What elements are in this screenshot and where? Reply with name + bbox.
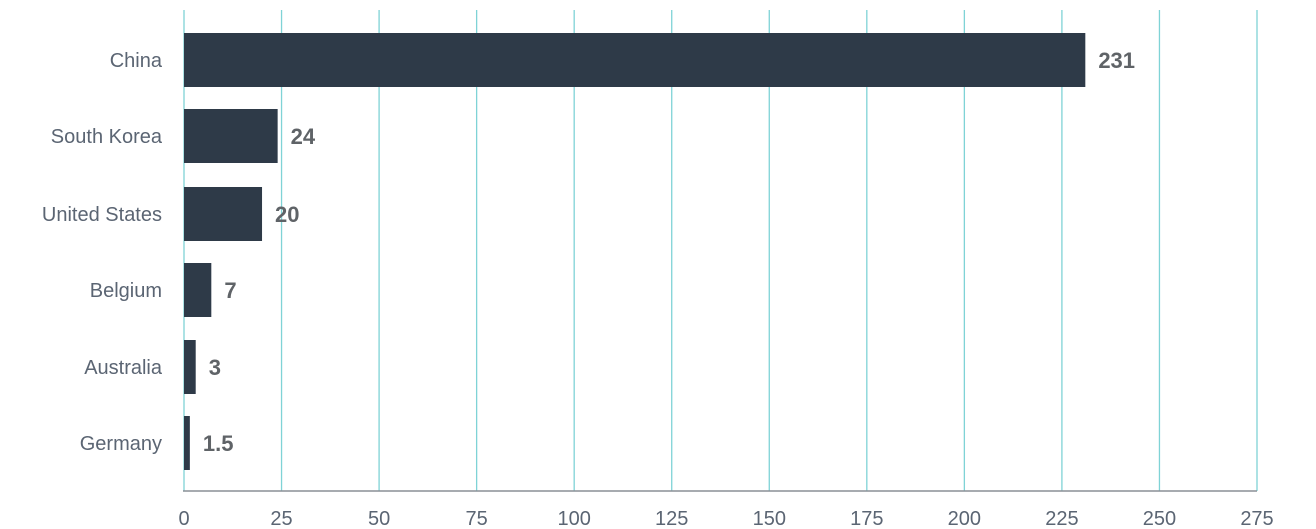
category-label: Belgium xyxy=(90,280,162,302)
x-axis: 0 25 50 75 100 125 150 175 200 225 250 275 xyxy=(178,490,1274,529)
bar-china xyxy=(184,33,1086,87)
category-label: South Korea xyxy=(51,126,163,148)
bar-australia xyxy=(184,340,196,394)
x-tick-label-275: 275 xyxy=(1240,508,1273,529)
x-tick-label-100: 100 xyxy=(557,508,590,529)
labels: China 231 South Korea 24 United States 20 Belg… xyxy=(42,48,1135,456)
x-tick-label-25: 25 xyxy=(270,508,292,529)
x-tick-label-150: 150 xyxy=(753,508,786,529)
data-label: 20 xyxy=(275,202,299,227)
category-label: Germany xyxy=(80,433,162,455)
data-label: 24 xyxy=(291,124,316,149)
gridlines xyxy=(183,10,1258,491)
data-label: 231 xyxy=(1098,48,1135,73)
bar-belgium xyxy=(184,263,212,317)
data-label: 3 xyxy=(209,355,221,380)
bars xyxy=(184,33,1086,470)
x-tick-label-175: 175 xyxy=(850,508,883,529)
x-tick-label-50: 50 xyxy=(368,508,390,529)
bar-south-korea xyxy=(184,109,278,163)
category-label: Australia xyxy=(84,357,163,379)
data-label: 1.5 xyxy=(203,431,234,456)
bar-germany xyxy=(184,416,190,470)
x-tick-label-125: 125 xyxy=(655,508,688,529)
category-label: United States xyxy=(42,204,162,226)
category-label: China xyxy=(110,50,163,72)
x-tick-label-250: 250 xyxy=(1143,508,1176,529)
x-tick-label-225: 225 xyxy=(1045,508,1078,529)
data-label: 7 xyxy=(224,278,236,303)
x-tick-label-200: 200 xyxy=(948,508,981,529)
bar-united-states xyxy=(184,187,263,241)
x-tick-label-0: 0 xyxy=(178,508,189,529)
x-tick-label-75: 75 xyxy=(466,508,488,529)
